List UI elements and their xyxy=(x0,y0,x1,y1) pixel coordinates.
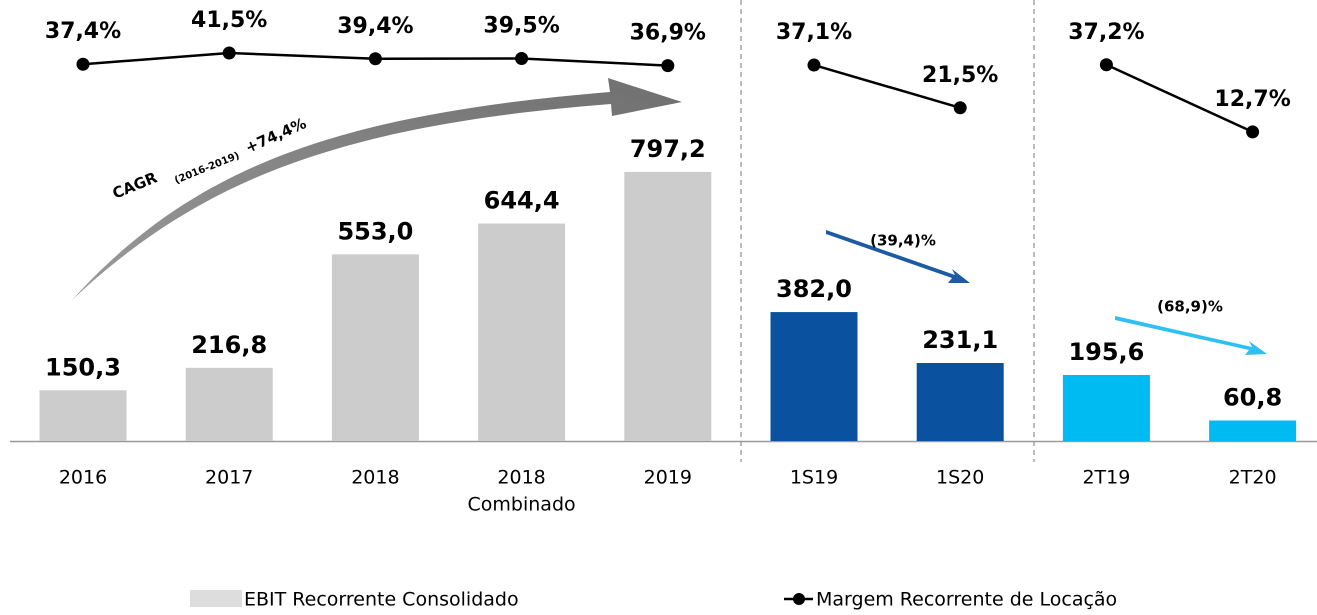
bar xyxy=(185,367,273,441)
margin-point xyxy=(1246,125,1260,139)
margin-line xyxy=(1105,63,1254,134)
x-tick-label: 1S19 xyxy=(790,467,838,489)
margin-point xyxy=(807,58,821,72)
annotation: CAGR xyxy=(110,168,160,202)
bar xyxy=(1209,420,1297,441)
margin-point xyxy=(76,57,90,71)
legend-label: EBIT Recorrente Consolidado xyxy=(244,589,519,611)
line-value-label: 37,1% xyxy=(776,20,852,45)
line-value-label: 36,9% xyxy=(630,21,706,46)
x-tick-label: 2019 xyxy=(644,467,692,489)
bar-value-label: 382,0 xyxy=(776,275,852,303)
line-value-label: 41,5% xyxy=(191,8,267,33)
margin-line xyxy=(813,63,961,109)
line-value-label: 21,5% xyxy=(922,63,998,88)
legend-label: Margem Recorrente de Locação xyxy=(816,589,1117,611)
annotation: (68,9)% xyxy=(1157,298,1223,316)
cagr-arrow xyxy=(72,78,682,300)
change-arrow xyxy=(1115,316,1267,355)
line-value-label: 37,2% xyxy=(1068,20,1144,45)
margin-point xyxy=(661,59,675,73)
x-tick-sublabel: Combinado xyxy=(468,494,576,516)
legend-swatch xyxy=(190,590,242,607)
line-value-label: 39,5% xyxy=(483,13,559,38)
margin-point xyxy=(953,101,967,115)
bar-value-label: 797,2 xyxy=(630,135,706,163)
x-tick-label: 1S20 xyxy=(936,467,984,489)
line-value-label: 39,4% xyxy=(337,14,413,39)
bar-value-label: 216,8 xyxy=(191,331,267,359)
bar-value-label: 195,6 xyxy=(1068,338,1144,366)
bar-value-label: 60,8 xyxy=(1223,383,1282,411)
x-tick-label: 2016 xyxy=(59,467,107,489)
bar-value-label: 553,0 xyxy=(337,217,413,245)
x-tick-label: 2017 xyxy=(205,467,253,489)
x-tick-label: 2T19 xyxy=(1082,467,1130,489)
bar xyxy=(770,312,858,441)
margin-point xyxy=(222,46,236,60)
bar xyxy=(478,223,566,441)
legend-marker xyxy=(793,593,805,605)
bar xyxy=(916,363,1004,441)
x-tick-label: 2018 xyxy=(351,467,399,489)
margin-point xyxy=(515,51,529,65)
line-value-label: 12,7% xyxy=(1214,87,1290,112)
line-value-label: 37,4% xyxy=(45,19,121,44)
annotation: (39,4)% xyxy=(870,232,936,250)
bar-value-label: 231,1 xyxy=(922,326,998,354)
x-tick-label: 2018 xyxy=(497,467,545,489)
bar-value-label: 150,3 xyxy=(45,353,121,381)
bar-value-label: 644,4 xyxy=(484,187,560,215)
margin-point xyxy=(368,52,382,66)
bar xyxy=(39,390,127,441)
bar xyxy=(1062,374,1150,441)
bar xyxy=(624,171,712,441)
bar xyxy=(331,254,419,441)
x-tick-label: 2T20 xyxy=(1229,467,1277,489)
change-arrow xyxy=(826,230,970,283)
margin-point xyxy=(1099,58,1113,72)
